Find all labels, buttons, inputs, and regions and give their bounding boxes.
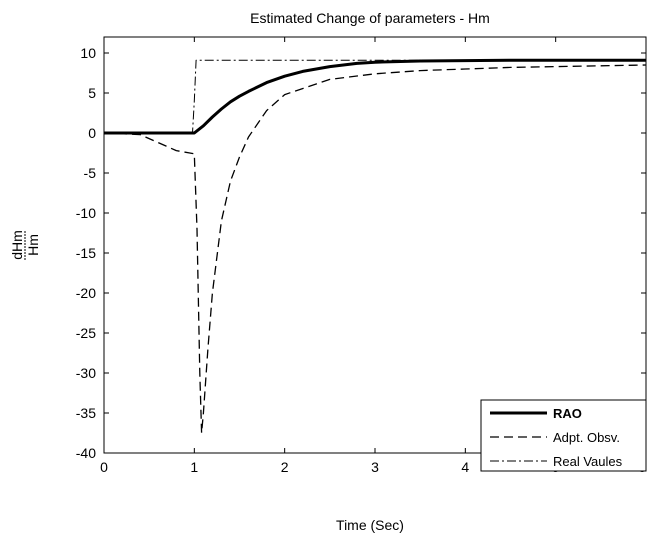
y-tick-label: 5 <box>88 85 96 101</box>
x-tick-label: 2 <box>281 459 289 475</box>
series-line-adpt-obsv <box>103 64 647 434</box>
y-tick-label: -25 <box>76 325 96 341</box>
y-tick-label: -20 <box>76 285 96 301</box>
x-tick-label: 4 <box>461 459 469 475</box>
y-axis-label-numerator: dHm <box>9 230 25 260</box>
y-tick-label: 0 <box>88 125 96 141</box>
y-axis-label: dHm Hm <box>9 230 41 260</box>
x-axis-label: Time (Sec) <box>336 517 404 533</box>
legend: RAO Adpt. Obsv. Real Vaules <box>480 399 647 472</box>
y-tick-label: -40 <box>76 445 96 461</box>
y-tick-label: -10 <box>76 205 96 221</box>
y-tick-label: -15 <box>76 245 96 261</box>
legend-label-adpt-obsv: Adpt. Obsv. <box>553 430 620 445</box>
chart-title: Estimated Change of parameters - Hm <box>250 10 490 26</box>
x-tick-label: 0 <box>100 459 108 475</box>
y-tick-label: -35 <box>76 405 96 421</box>
x-tick-label: 3 <box>371 459 379 475</box>
series-line-rao <box>104 58 646 135</box>
y-tick-label: -30 <box>76 365 96 381</box>
x-tick-label: 1 <box>190 459 198 475</box>
legend-label-real-vaules: Real Vaules <box>553 454 623 469</box>
plot-frame <box>103 36 647 454</box>
y-tick-label: -5 <box>84 165 97 181</box>
series-line-real-vaules <box>104 59 646 134</box>
y-axis: 10 5 0 -5 -10 -15 -20 -25 -30 -35 -40 <box>76 45 646 461</box>
y-axis-label-denominator: Hm <box>25 234 41 256</box>
y-tick-label: 10 <box>80 45 96 61</box>
legend-label-rao: RAO <box>553 406 582 421</box>
series-layer <box>103 58 647 434</box>
